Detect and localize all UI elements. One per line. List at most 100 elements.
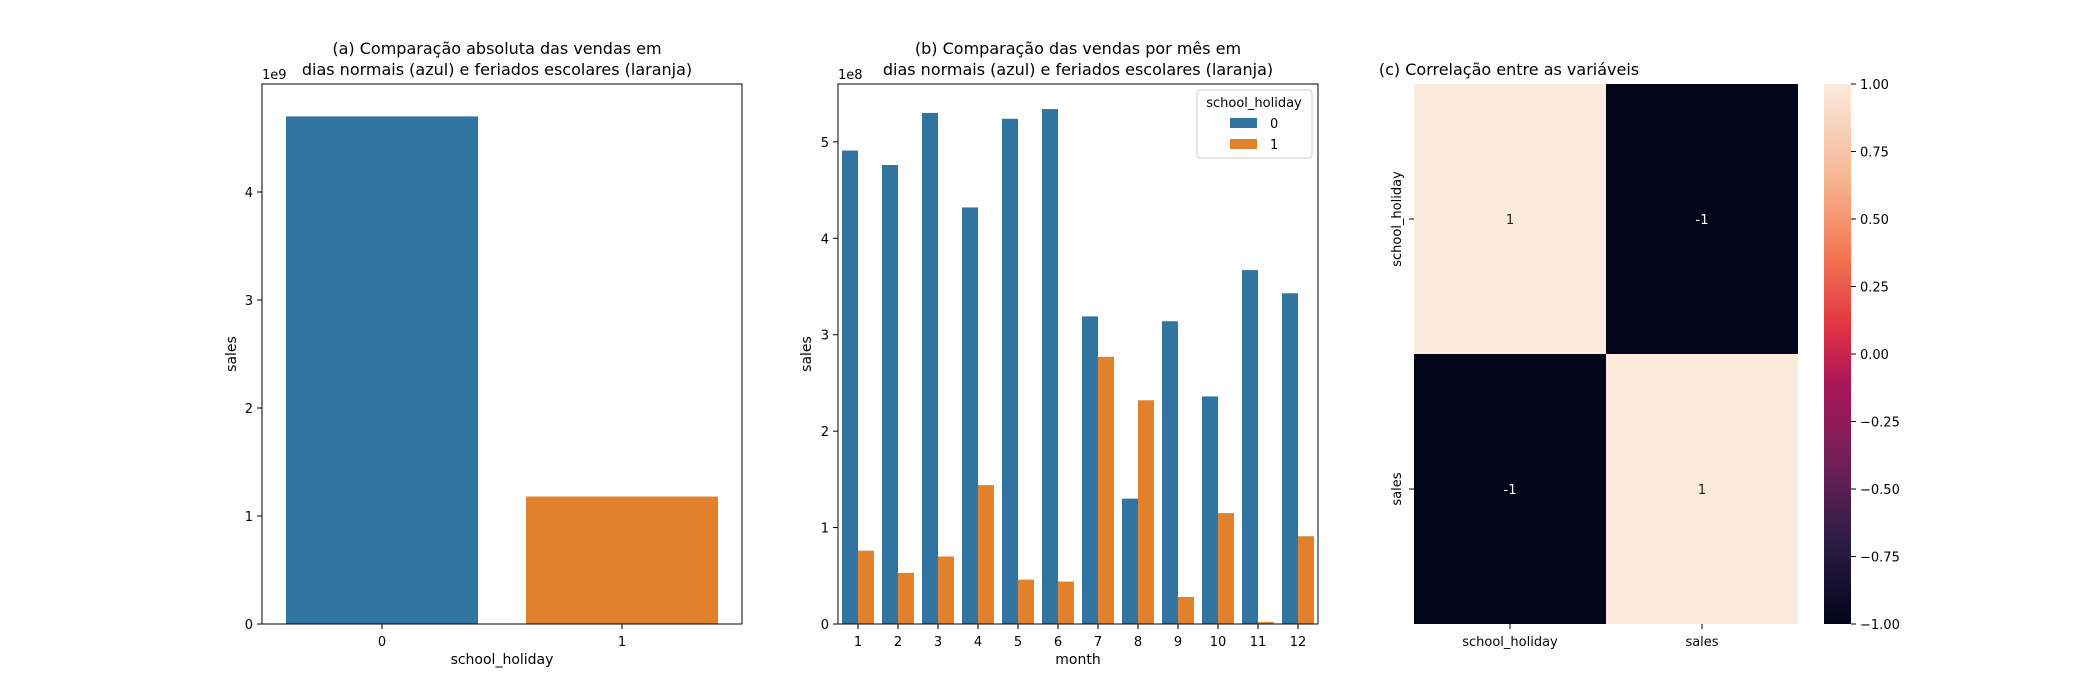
panel-b-bar-month-4-series-1	[978, 485, 994, 624]
panel-b-bar-month-11-series-0	[1242, 270, 1258, 624]
panel-b-bar-month-8-series-0	[1122, 498, 1138, 624]
colorbar	[1824, 84, 1851, 624]
heatmap-annotation: 1	[1698, 483, 1706, 498]
heatmap-col-label: school_holiday	[1462, 635, 1558, 650]
panel-a-ytick-label: 1	[245, 510, 253, 525]
panel-b-bar-month-1-series-1	[858, 550, 874, 624]
heatmap-cell-sales-sales	[1606, 354, 1798, 624]
panel-b-ytick-label: 1	[821, 522, 829, 537]
panel-b-xtick-label: 3	[934, 635, 942, 650]
panel-b-ytick-label: 3	[821, 329, 829, 344]
panel-c-title: (c) Correlação entre as variáveis	[1379, 60, 1639, 79]
panel-b-xtick-label: 5	[1014, 635, 1022, 650]
panel-b-xtick-label: 12	[1290, 635, 1307, 650]
panel-a-bars	[286, 116, 718, 625]
panel-b-bar-month-12-series-1	[1298, 536, 1314, 624]
panel-b-bar-month-7-series-1	[1098, 356, 1114, 624]
panel-a-bar-1	[526, 496, 718, 624]
panel-b-xtick-label: 7	[1094, 635, 1102, 650]
colorbar-tick-label: 0.50	[1860, 213, 1889, 228]
panel-b-bar-month-2-series-0	[882, 165, 898, 624]
colorbar-tick-label: 0.25	[1860, 281, 1889, 296]
panel-b-xtick-label: 11	[1250, 635, 1267, 650]
panel-b-bar-month-9-series-0	[1162, 321, 1178, 624]
panel-a-yticks: 0 1 2 3 4	[245, 186, 262, 633]
panel-b-title-line-2: dias normais (azul) e feriados escolares…	[883, 60, 1273, 79]
panel-b-bar-month-3-series-0	[922, 112, 938, 624]
panel-a-ytick-label: 2	[245, 402, 253, 417]
panel-b-xtick-label: 2	[894, 635, 902, 650]
legend-entry-0: 0	[1270, 117, 1278, 132]
panel-b-title-line-1: (b) Comparação das vendas por mês em	[915, 39, 1241, 58]
panel-a-y-axis-label: sales	[224, 336, 240, 372]
heatmap-cell-school_holiday-school_holiday	[1414, 84, 1606, 354]
panel-b-bar-month-4-series-0	[962, 207, 978, 624]
panel-b-bar-month-12-series-0	[1282, 293, 1298, 624]
panel-a-xtick-label: 1	[618, 635, 626, 650]
panel-b-bar-month-7-series-0	[1082, 316, 1098, 624]
heatmap-cell-sales-school_holiday	[1414, 354, 1606, 624]
panel-a-title-line-1: (a) Comparação absoluta das vendas em	[332, 39, 661, 58]
panel-a-scale-label: 1e9	[262, 68, 287, 83]
panel-a-title-line-2: dias normais (azul) e feriados escolares…	[302, 60, 692, 79]
panel-b-ytick-label: 4	[821, 232, 829, 247]
colorbar-tick-label: −0.50	[1860, 483, 1900, 498]
legend-swatch-1	[1230, 139, 1257, 149]
panel-b-bar-month-3-series-1	[938, 556, 954, 624]
panel-b-bar-month-9-series-1	[1178, 597, 1194, 624]
panel-b-xtick-label: 4	[974, 635, 982, 650]
panel-b-bar-month-10-series-0	[1202, 396, 1218, 624]
panel-b-y-axis-label: sales	[799, 336, 815, 372]
panel-c-heatmap: 1 -1 -1 1	[1414, 84, 1798, 624]
heatmap-annotation: -1	[1696, 213, 1709, 228]
panel-b-ytick-label: 2	[821, 425, 829, 440]
panel-b-ytick-label: 0	[821, 618, 829, 633]
panel-b-bar-month-8-series-1	[1138, 400, 1154, 624]
panel-b-bar-month-10-series-1	[1218, 513, 1234, 624]
panel-b-xtick-label: 9	[1174, 635, 1182, 650]
panel-b-bar-month-11-series-1	[1258, 622, 1274, 624]
panel-b-bar-month-1-series-0	[842, 150, 858, 625]
panel-b-legend: school_holiday 0 1	[1196, 89, 1313, 159]
panel-b-scale-label: 1e8	[838, 68, 863, 83]
panel-a-bar-0	[286, 116, 478, 625]
colorbar-tick-label: 0.75	[1860, 146, 1889, 161]
colorbar-tick-label: −0.25	[1860, 416, 1900, 431]
panel-b-ytick-label: 5	[821, 136, 829, 151]
panel-a-ytick-label: 4	[245, 186, 253, 201]
panel-b-bars	[842, 109, 1314, 625]
colorbar-tick-label: −0.75	[1860, 551, 1900, 566]
panel-b-bar-month-6-series-0	[1042, 109, 1058, 625]
colorbar-tick-label: 0.00	[1860, 348, 1889, 363]
heatmap-annotation: -1	[1504, 483, 1517, 498]
panel-c: (c) Correlação entre as variáveis 1 -1-1 1…	[1379, 60, 1900, 650]
panel-b-bar-month-5-series-1	[1018, 579, 1034, 624]
panel-b-xtick-label: 1	[854, 635, 862, 650]
heatmap-row-label: school_holiday	[1390, 171, 1405, 267]
legend-title: school_holiday	[1206, 96, 1302, 111]
panel-a-ytick-label: 0	[245, 618, 253, 633]
legend-entry-1: 1	[1270, 138, 1278, 153]
heatmap-cell-school_holiday-sales	[1606, 84, 1798, 354]
panel-a-xtick-label: 0	[378, 635, 386, 650]
panel-b-xtick-label: 8	[1134, 635, 1142, 650]
panel-b: (b) Comparação das vendas por mês em dia…	[799, 39, 1319, 668]
colorbar-tick-label: −1.00	[1860, 618, 1900, 633]
heatmap-annotation: 1	[1506, 213, 1514, 228]
heatmap-col-label: sales	[1685, 635, 1718, 650]
panel-b-xtick-label: 10	[1210, 635, 1227, 650]
panel-a-ytick-label: 3	[245, 294, 253, 309]
legend-swatch-0	[1230, 118, 1257, 128]
panel-b-bar-month-6-series-1	[1058, 581, 1074, 624]
colorbar-ticks: 1.00 0.75 0.50 0.25 0.00 −0.25 −0.50 −0.75 −1.00	[1851, 78, 1900, 633]
panel-c-col-labels: school_holiday sales	[1462, 624, 1719, 650]
panel-a-plot-frame	[261, 83, 743, 625]
panel-a: (a) Comparação absoluta das vendas em di…	[224, 39, 743, 668]
colorbar-tick-label: 1.00	[1860, 78, 1889, 93]
panel-b-yticks: 0 1 2 3 4 5	[821, 136, 838, 633]
panel-b-bar-month-5-series-0	[1002, 118, 1018, 624]
panel-b-plot-frame	[837, 83, 1319, 625]
